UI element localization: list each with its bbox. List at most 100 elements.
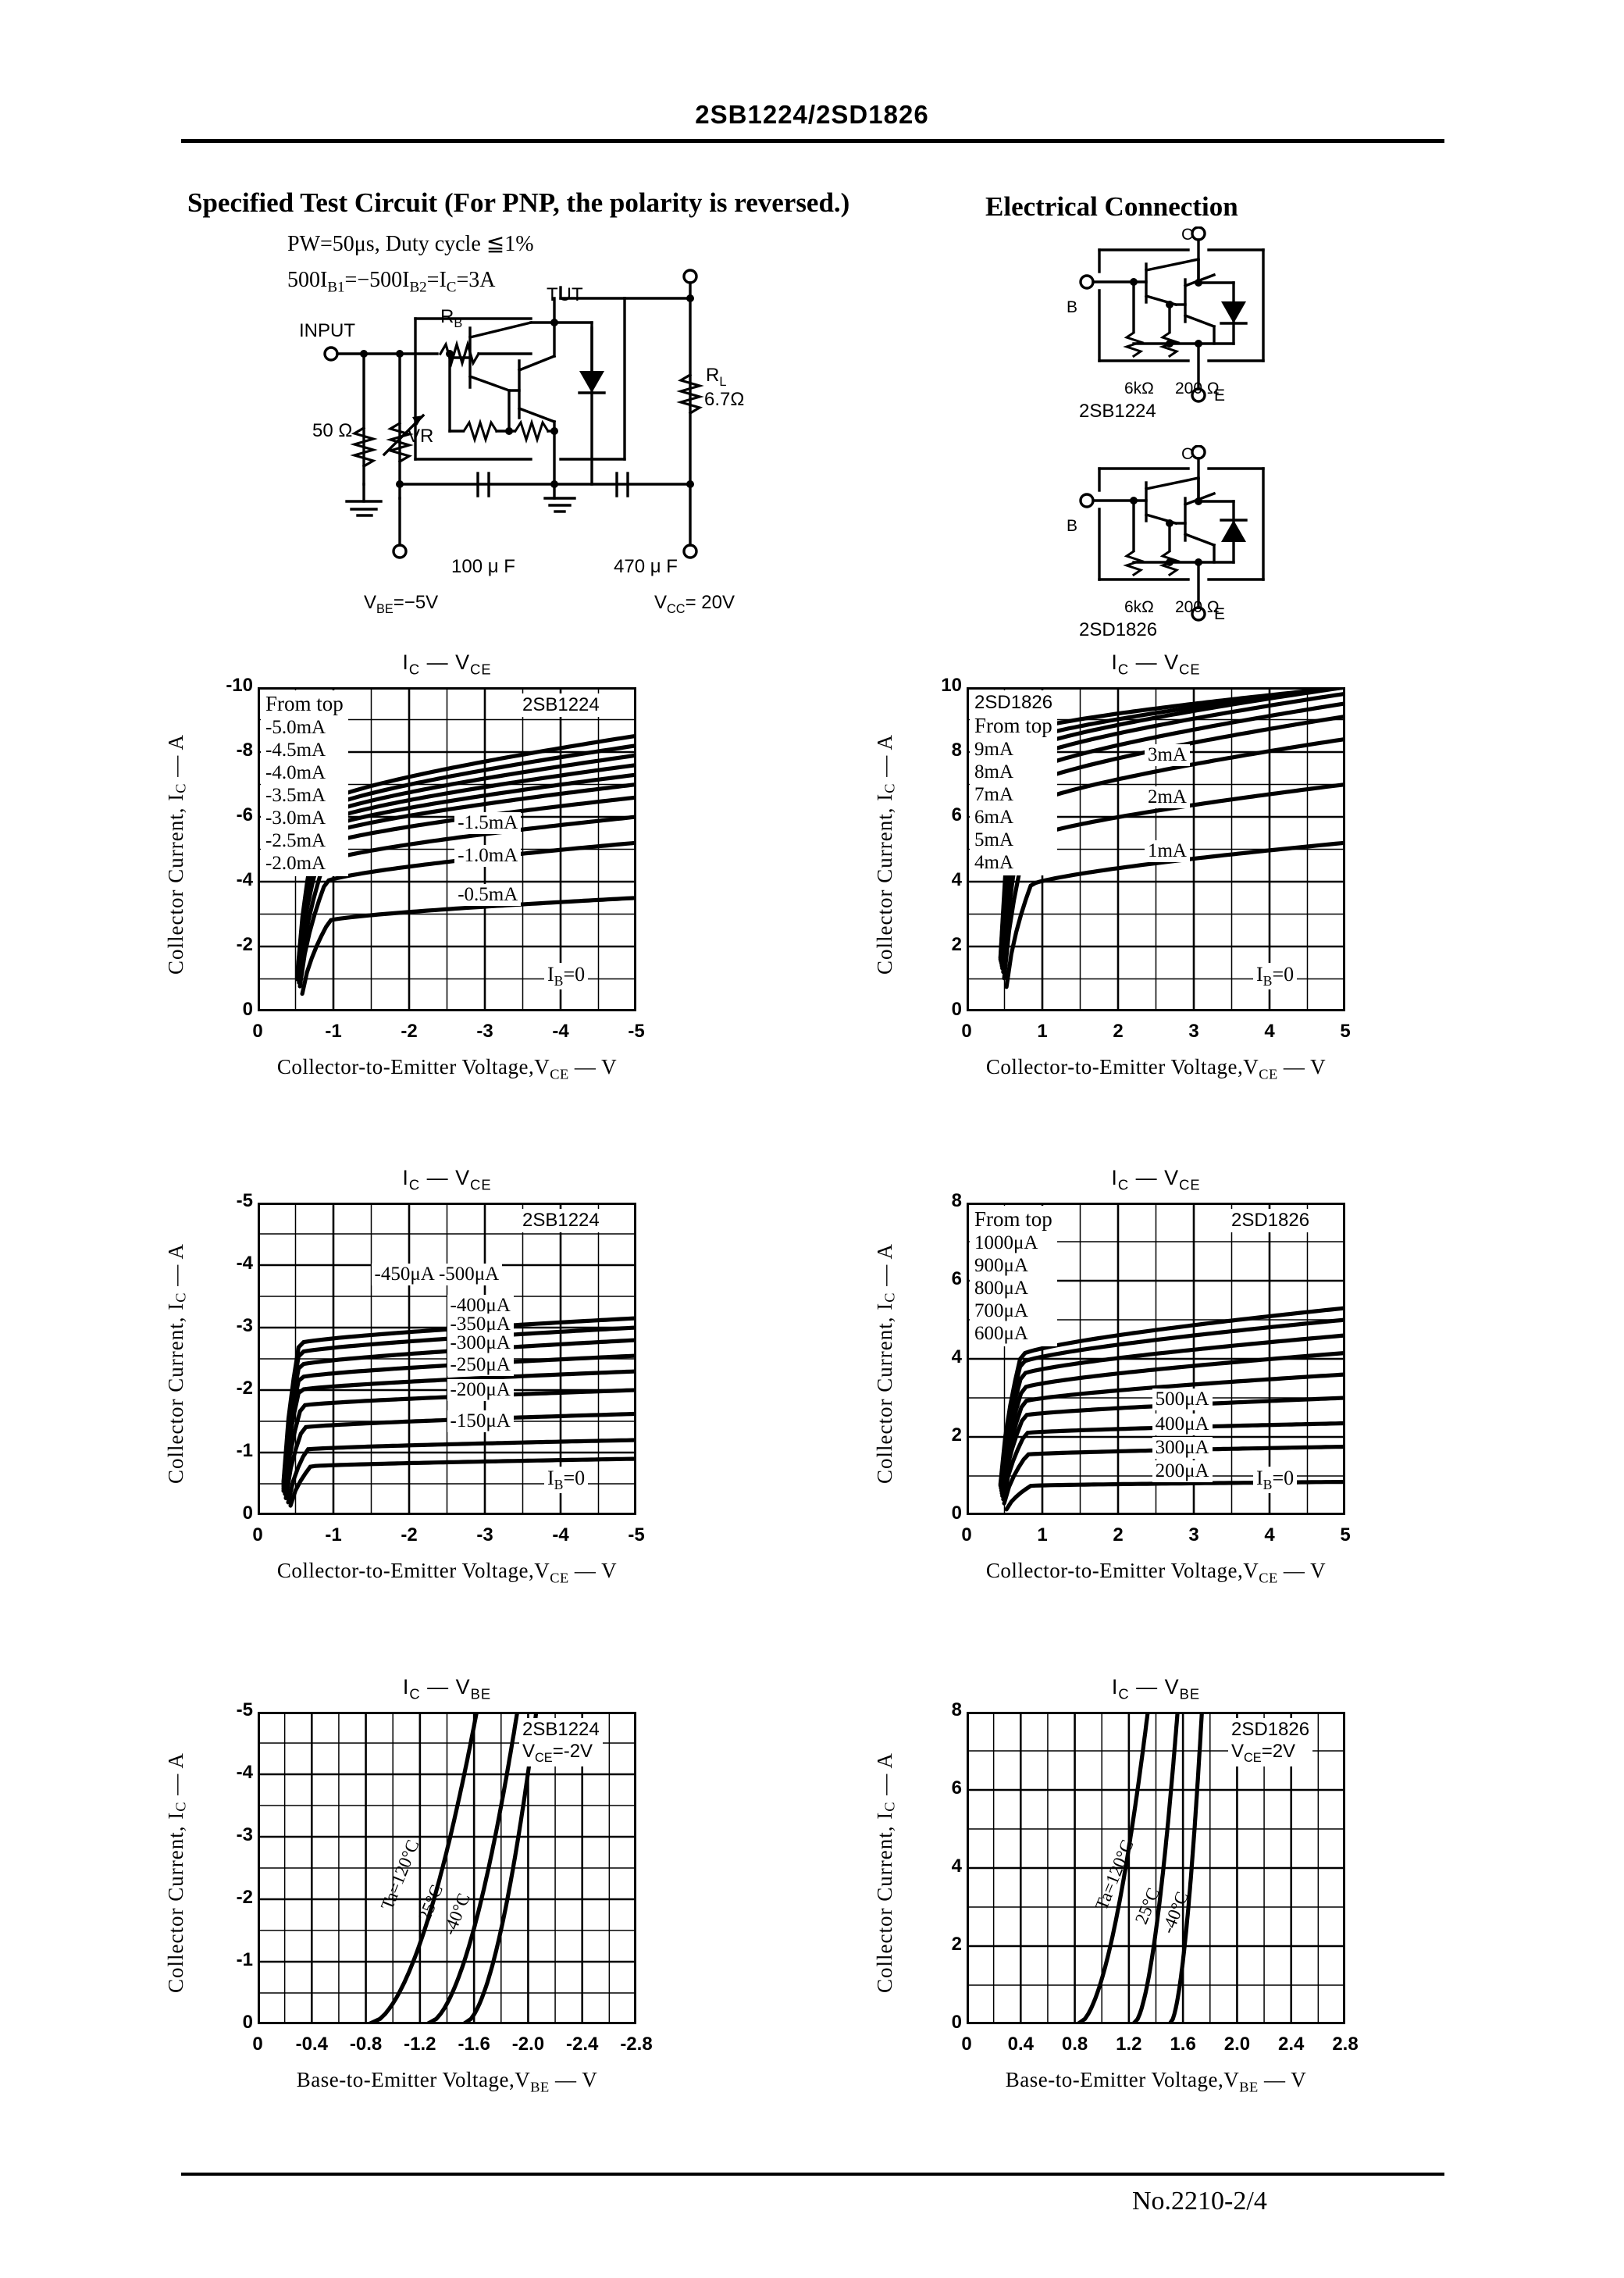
chart-part-label: 2SB1224 VCE=-2V [519, 1718, 603, 1766]
header-divider [181, 139, 1444, 143]
curve-label: -450μA [371, 1264, 438, 1285]
device-name-2sb1224: 2SB1224 [1079, 401, 1156, 422]
y-axis-label: Collector Current, IC — A [873, 1752, 898, 1993]
ib-zero-annotation: IB=0 [1253, 963, 1298, 990]
chart-legend: 2SD1826 From top 9mA 8mA 7mA 6mA 5mA 4mA [970, 690, 1058, 876]
x-tick: 0 [961, 2034, 972, 2055]
x-tick: -1.2 [404, 2034, 436, 2055]
device-name-2sd1826: 2SD1826 [1079, 619, 1158, 640]
y-tick: -1 [236, 1949, 253, 1970]
x-axis-label: Collector-to-Emitter Voltage,VCE — V [276, 1559, 618, 1586]
y-tick: 2 [951, 934, 962, 955]
curve-label: 200μA [1152, 1460, 1213, 1482]
x-tick: 1.2 [1116, 2034, 1142, 2055]
x-tick: -1 [325, 1524, 342, 1545]
specified-test-circuit-heading: Specified Test Circuit (For PNP, the pol… [187, 187, 850, 218]
y-tick: 10 [941, 675, 962, 696]
x-axis-label: Collector-to-Emitter Voltage,VCE — V [276, 1055, 618, 1082]
chart-title: IC — VBE [1111, 1675, 1201, 1702]
c1-label: 100 μ F [451, 556, 515, 577]
x-tick: 5 [1340, 1021, 1351, 1042]
c2-label: 470 μ F [614, 556, 678, 577]
curve-label: -300μA [447, 1332, 514, 1354]
x-axis-label: Collector-to-Emitter Voltage,VCE — V [985, 1055, 1327, 1082]
curve-label: -250μA [447, 1354, 514, 1376]
y-tick: -8 [236, 740, 253, 761]
rl-label: RL [706, 365, 727, 389]
y-axis-label: Collector Current, IC — A [873, 733, 898, 975]
y-tick: 0 [951, 1503, 962, 1524]
curve-label: -200μA [447, 1379, 514, 1401]
y-axis-label: Collector Current, IC — A [873, 1243, 898, 1484]
electrical-connection-heading: Electrical Connection [985, 191, 1238, 222]
x-tick: -2.8 [620, 2034, 653, 2055]
y-tick: -5 [236, 1699, 253, 1720]
pin-c-label-2sd1826: C [1181, 445, 1194, 463]
pin-b-label-2sb1224: B [1067, 298, 1078, 316]
pin-b-label-2sd1826: B [1067, 517, 1078, 535]
y-tick: -3 [236, 1824, 253, 1845]
x-tick: -2 [401, 1524, 418, 1545]
chart-title: IC — VCE [402, 1166, 492, 1193]
x-tick: -4 [552, 1021, 569, 1042]
chart-legend: From top 1000μA 900μA 800μA 700μA 600μA [970, 1206, 1057, 1347]
curve-label: 1mA [1144, 840, 1190, 862]
x-tick: 2 [1113, 1524, 1124, 1545]
page-title: 2SB1224/2SD1826 [695, 100, 929, 129]
chart-title: IC — VCE [402, 651, 492, 678]
electrical-connection-2sb1224-schematic [1077, 226, 1405, 406]
y-tick: -1 [236, 1440, 253, 1461]
document-number: No.2210-2/4 [1132, 2187, 1267, 2216]
test-condition-currents: 500IB1=−500IB2=IC=3A [287, 268, 496, 296]
curve-label: -150μA [447, 1410, 514, 1432]
chart-title: IC — VCE [1111, 1166, 1201, 1193]
y-axis-label: Collector Current, IC — A [164, 733, 189, 975]
chart-legend: From top -5.0mA -4.5mA -4.0mA -3.5mA -3.0mA -2… [261, 690, 348, 877]
x-tick: 2.8 [1332, 2034, 1359, 2055]
ib-zero-annotation: IB=0 [544, 1467, 589, 1494]
curve-label: -0.5mA [454, 883, 522, 906]
r1-label-2sd1826: 6kΩ [1124, 598, 1154, 616]
y-tick: -4 [236, 869, 253, 890]
x-axis-label: Base-to-Emitter Voltage,VBE — V [296, 2068, 598, 2095]
y-tick: -5 [236, 1190, 253, 1211]
input-label: INPUT [299, 320, 355, 341]
curve-label: -1.5mA [454, 812, 522, 835]
y-tick: 2 [951, 1934, 962, 1955]
x-tick: 3 [1188, 1524, 1199, 1545]
curve-label: 500μA [1152, 1389, 1213, 1410]
y-tick: 0 [951, 2012, 962, 2033]
x-tick: 0.8 [1061, 2034, 1088, 2055]
y-tick: 4 [951, 1856, 962, 1877]
y-tick: 8 [951, 740, 962, 761]
x-tick: -3 [476, 1021, 493, 1042]
x-tick: -2.0 [511, 2034, 545, 2055]
ib-zero-annotation: IB=0 [544, 963, 589, 990]
pin-c-label-2sb1224: C [1181, 226, 1194, 244]
chart-d1826-ic-vce-ma: IC — VCE 0 2 4 6 8 10 0 1 2 3 4 5 Collector Current, … [873, 651, 1351, 1082]
chart-b1224-ic-vce-ma: IC — VCE 0 -2 -4 -6 -8 -10 0 -1 -2 -3 -4 -5 Collector… [164, 651, 645, 1082]
y-tick: -6 [236, 804, 253, 825]
vbe-label: VBE=−5V [364, 592, 439, 616]
y-tick: 0 [242, 2012, 253, 2033]
curve-label: -350μA [447, 1314, 514, 1335]
chart-part-label: 2SB1224 [519, 1209, 603, 1232]
x-tick: 3 [1188, 1021, 1199, 1042]
y-tick: 0 [242, 1503, 253, 1524]
x-tick: 2 [1113, 1021, 1124, 1042]
y-axis-label: Collector Current, IC — A [164, 1752, 189, 1993]
tut-label: TUT [547, 284, 583, 305]
x-tick: 1.6 [1170, 2034, 1196, 2055]
x-tick: -5 [628, 1021, 645, 1042]
x-tick: -2.4 [566, 2034, 599, 2055]
y-tick: -3 [236, 1315, 253, 1336]
y-tick: 6 [951, 1777, 962, 1799]
y-tick: -4 [236, 1253, 253, 1274]
x-axis-label: Collector-to-Emitter Voltage,VCE — V [985, 1559, 1327, 1586]
x-tick: 0 [961, 1021, 972, 1042]
rl-value-label: 6.7Ω [704, 389, 745, 410]
electrical-connection-2sd1826-schematic [1077, 445, 1405, 625]
chart-part-label: 2SD1826 VCE=2V [1228, 1718, 1313, 1766]
curve-label: 2mA [1144, 786, 1190, 809]
y-tick: -2 [236, 934, 253, 955]
